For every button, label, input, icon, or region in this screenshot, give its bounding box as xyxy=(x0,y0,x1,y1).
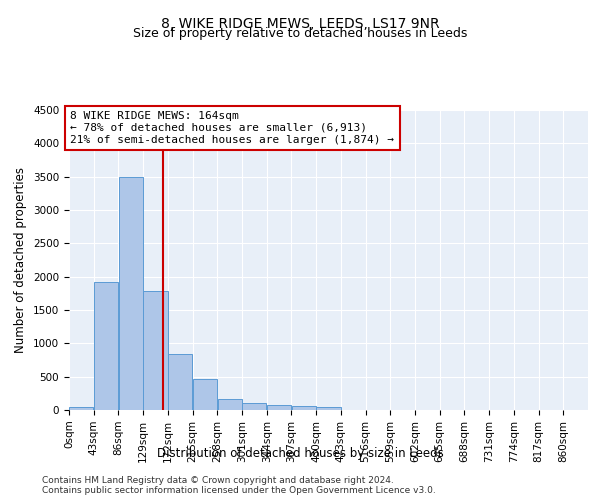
Bar xyxy=(69,406,94,410)
Bar xyxy=(168,354,193,410)
Text: 8, WIKE RIDGE MEWS, LEEDS, LS17 9NR: 8, WIKE RIDGE MEWS, LEEDS, LS17 9NR xyxy=(161,18,439,32)
Bar xyxy=(292,406,316,410)
Bar xyxy=(218,400,242,410)
Bar xyxy=(242,404,266,410)
Text: 8 WIKE RIDGE MEWS: 164sqm
← 78% of detached houses are smaller (6,913)
21% of se: 8 WIKE RIDGE MEWS: 164sqm ← 78% of detac… xyxy=(70,112,394,144)
Text: Size of property relative to detached houses in Leeds: Size of property relative to detached ho… xyxy=(133,28,467,40)
Bar xyxy=(94,282,118,410)
Text: Distribution of detached houses by size in Leeds: Distribution of detached houses by size … xyxy=(157,448,443,460)
Y-axis label: Number of detached properties: Number of detached properties xyxy=(14,167,28,353)
Text: Contains public sector information licensed under the Open Government Licence v3: Contains public sector information licen… xyxy=(42,486,436,495)
Bar xyxy=(119,176,143,410)
Text: Contains HM Land Registry data © Crown copyright and database right 2024.: Contains HM Land Registry data © Crown c… xyxy=(42,476,394,485)
Bar xyxy=(143,290,167,410)
Bar xyxy=(267,406,291,410)
Bar xyxy=(193,380,217,410)
Bar xyxy=(316,408,341,410)
